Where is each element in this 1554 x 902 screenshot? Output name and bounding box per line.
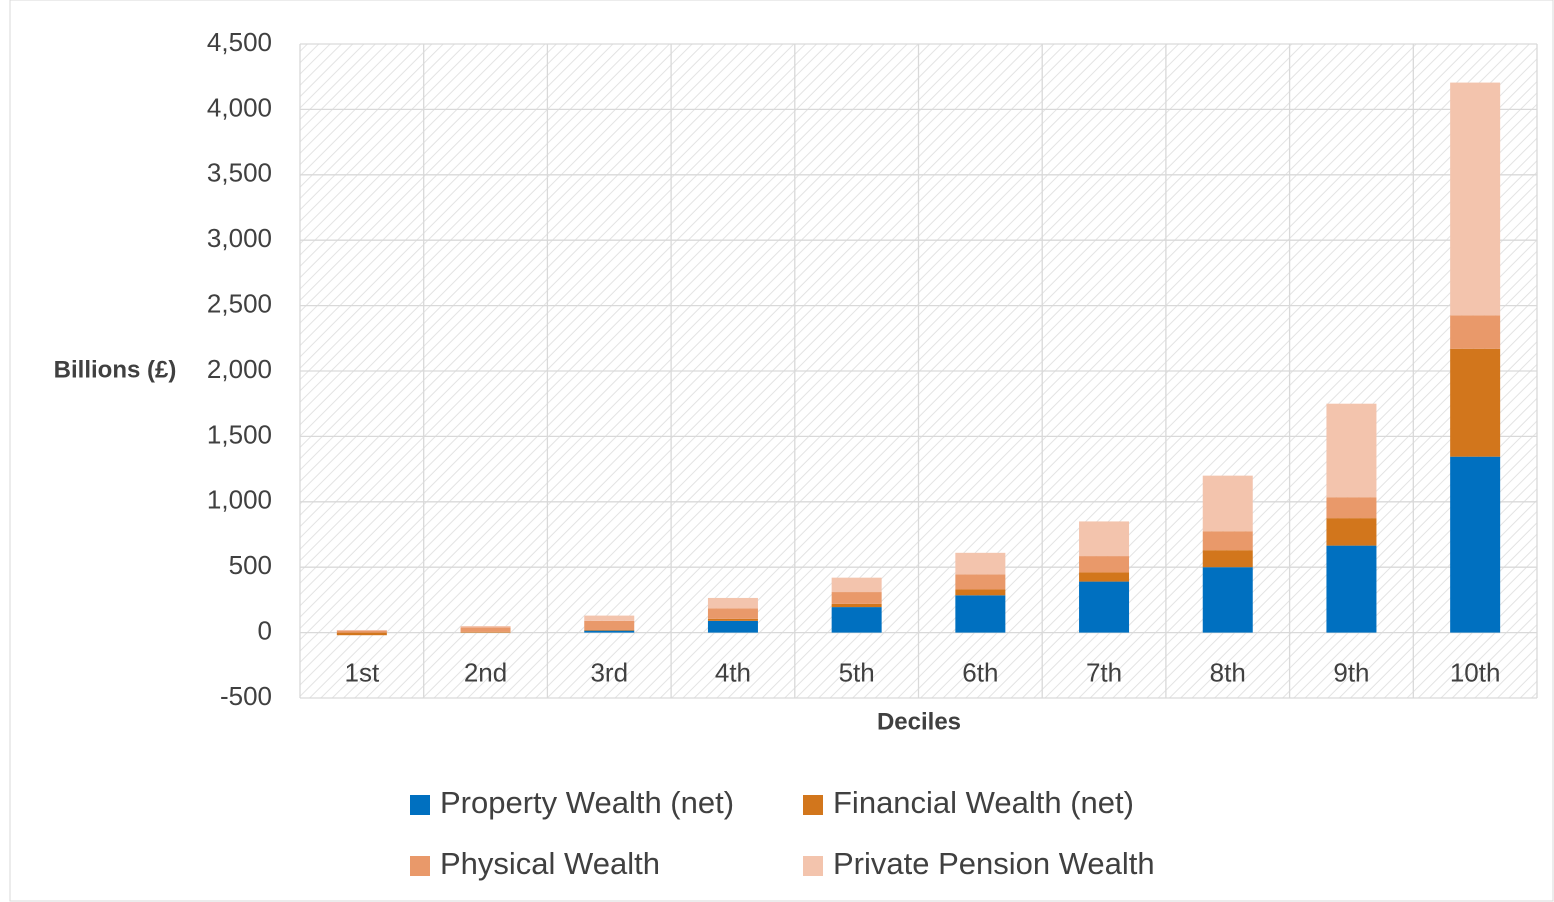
bar-segment	[1326, 545, 1377, 633]
bar-segment	[707, 618, 758, 621]
bar-segment	[831, 592, 882, 604]
bar-segment	[336, 629, 387, 631]
bar-segment	[707, 597, 758, 609]
bar-segment	[584, 615, 635, 621]
bar-segment	[584, 629, 635, 631]
y-tick-label: 0	[258, 615, 272, 645]
bar-segment	[1202, 475, 1253, 532]
y-tick-label: 500	[229, 550, 272, 580]
x-tick-label: 4th	[715, 657, 751, 687]
legend-swatch	[410, 795, 430, 815]
y-tick-label: 2,000	[207, 354, 272, 384]
y-tick-label: 1,000	[207, 485, 272, 515]
x-tick-label: 7th	[1086, 657, 1122, 687]
y-axis-title: Billions (£)	[54, 356, 177, 383]
bar-segment	[1450, 82, 1501, 316]
legend-swatch	[410, 856, 430, 876]
y-tick-label: 4,500	[207, 27, 272, 57]
legend-label: Financial Wealth (net)	[833, 785, 1134, 820]
bar-segment	[460, 627, 511, 632]
x-tick-label: 5th	[839, 657, 875, 687]
bar-segment	[460, 631, 511, 633]
x-tick-label: 6th	[962, 657, 998, 687]
bar-segment	[1202, 531, 1253, 551]
bar-segment	[336, 630, 387, 633]
x-tick-label: 3rd	[590, 657, 628, 687]
bar-segment	[955, 595, 1006, 633]
y-tick-label: 2,500	[207, 288, 272, 318]
bar-segment	[1202, 567, 1253, 633]
bar-segment	[584, 630, 635, 633]
y-tick-label: 3,000	[207, 223, 272, 253]
legend-swatch	[803, 795, 823, 815]
y-tick-label: 1,500	[207, 419, 272, 449]
bar-segment	[1326, 497, 1377, 519]
bar-segment	[831, 577, 882, 593]
bar-segment	[1450, 348, 1501, 457]
bar-segment	[1450, 456, 1501, 633]
y-tick-label: 3,500	[207, 158, 272, 188]
legend-swatch	[803, 856, 823, 876]
legend-label: Private Pension Wealth	[833, 846, 1155, 881]
x-axis-title: Deciles	[877, 708, 961, 735]
legend-label: Physical Wealth	[440, 846, 660, 881]
x-tick-label: 2nd	[464, 657, 507, 687]
x-tick-label: 10th	[1450, 657, 1501, 687]
bar-segment	[1202, 550, 1253, 568]
bar-segment	[707, 608, 758, 619]
bar-segment	[707, 620, 758, 633]
bar-segment	[1079, 572, 1130, 582]
y-tick-label: 4,000	[207, 92, 272, 122]
bar-segment	[831, 603, 882, 608]
bar-segment	[1079, 581, 1130, 633]
x-tick-label: 8th	[1210, 657, 1246, 687]
bar-segment	[1079, 521, 1130, 557]
y-tick-label: -500	[220, 681, 272, 711]
bar-segment	[336, 632, 387, 636]
bar-segment	[1326, 518, 1377, 546]
bar-segment	[460, 626, 511, 628]
bar-segment	[955, 574, 1006, 590]
bar-segment	[955, 552, 1006, 575]
bar-segment	[1079, 556, 1130, 573]
bar-segment	[1326, 403, 1377, 498]
legend-label: Property Wealth (net)	[440, 785, 734, 820]
bar-segment	[1450, 315, 1501, 349]
bar-segment	[831, 607, 882, 633]
x-tick-label: 1st	[345, 657, 380, 687]
bar-segment	[584, 620, 635, 630]
x-tick-label: 9th	[1333, 657, 1369, 687]
bar-segment	[955, 589, 1006, 596]
